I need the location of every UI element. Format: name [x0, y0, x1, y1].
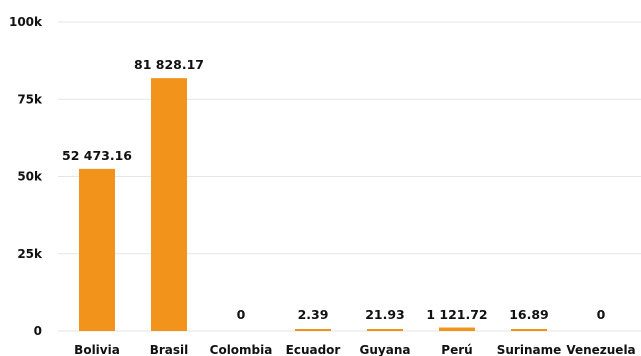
x-tick-label: Ecuador	[286, 343, 341, 356]
bar	[295, 329, 331, 331]
data-label: 1 121.72	[426, 307, 487, 322]
y-axis-ticks: 0 25k 50k 75k 100k	[9, 15, 43, 338]
y-tick-label: 50k	[17, 170, 43, 184]
x-tick-label: Bolivia	[74, 343, 120, 356]
x-tick-label: Guyana	[360, 343, 411, 356]
y-tick-label: 75k	[17, 92, 43, 106]
data-label: 16.89	[509, 307, 549, 322]
y-tick-label: 100k	[9, 15, 43, 29]
x-tick-label: Colombia	[210, 343, 273, 356]
bars	[79, 78, 547, 331]
x-tick-label: Perú	[441, 343, 472, 356]
x-tick-label: Suriname	[497, 343, 562, 356]
bar	[367, 329, 403, 331]
data-label: 21.93	[365, 307, 405, 322]
bar	[439, 327, 475, 331]
data-label: 2.39	[298, 307, 329, 322]
bar	[151, 78, 187, 331]
data-label: 0	[237, 307, 246, 322]
value-labels: 52 473.16 81 828.17 0 2.39 21.93 1 121.72 16.8…	[62, 57, 606, 322]
bar	[79, 168, 115, 331]
x-tick-label: Brasil	[150, 343, 189, 356]
data-label: 81 828.17	[134, 57, 204, 72]
y-tick-label: 0	[34, 324, 42, 338]
y-tick-label: 25k	[17, 247, 43, 261]
data-label: 52 473.16	[62, 148, 132, 163]
x-tick-label: Venezuela	[566, 343, 635, 356]
bar	[511, 329, 547, 331]
data-label: 0	[597, 307, 606, 322]
x-axis-categories: Bolivia Brasil Colombia Ecuador Guyana Perú Su…	[74, 343, 635, 356]
